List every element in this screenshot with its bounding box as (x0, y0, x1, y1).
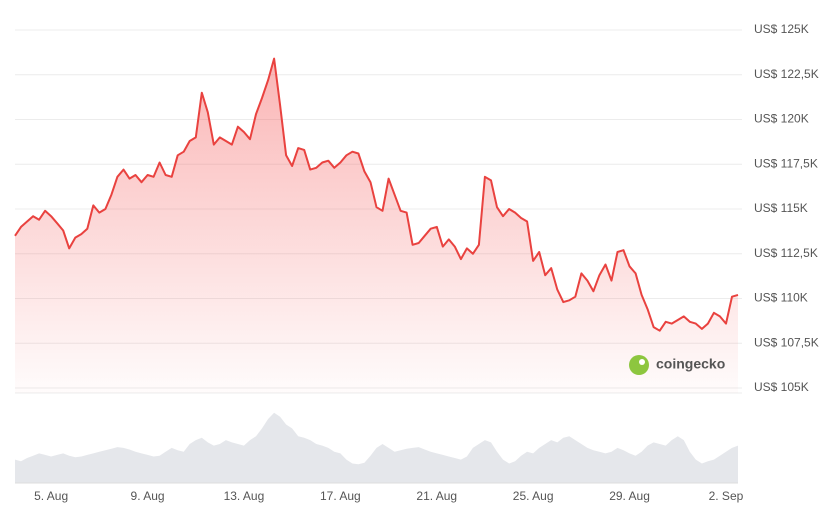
watermark-text: coingecko (656, 356, 725, 372)
x-tick-label: 2. Sep (709, 489, 744, 503)
y-tick-label: US$ 105K (754, 380, 809, 394)
price-area (15, 58, 738, 393)
volume-area (15, 412, 738, 483)
watermark-logo-eye (639, 359, 645, 365)
x-tick-label: 25. Aug (513, 489, 554, 503)
watermark: coingecko (629, 355, 725, 375)
x-tick-label: 9. Aug (131, 489, 165, 503)
y-tick-label: US$ 122,5K (754, 67, 819, 81)
x-tick-label: 13. Aug (224, 489, 265, 503)
watermark-logo (629, 355, 649, 375)
y-tick-label: US$ 112,5K (754, 246, 818, 260)
price-line (14, 57, 739, 332)
x-tick-label: 17. Aug (320, 489, 361, 503)
y-tick-label: US$ 125K (754, 22, 809, 36)
x-tick-label: 29. Aug (609, 489, 650, 503)
y-tick-label: US$ 115K (754, 201, 808, 215)
y-tick-label: US$ 117,5K (754, 156, 818, 170)
y-tick-label: US$ 120K (754, 112, 809, 126)
x-tick-label: 5. Aug (34, 489, 68, 503)
y-tick-label: US$ 110K (754, 291, 808, 305)
y-tick-label: US$ 107,5K (754, 335, 819, 349)
x-tick-label: 21. Aug (416, 489, 457, 503)
